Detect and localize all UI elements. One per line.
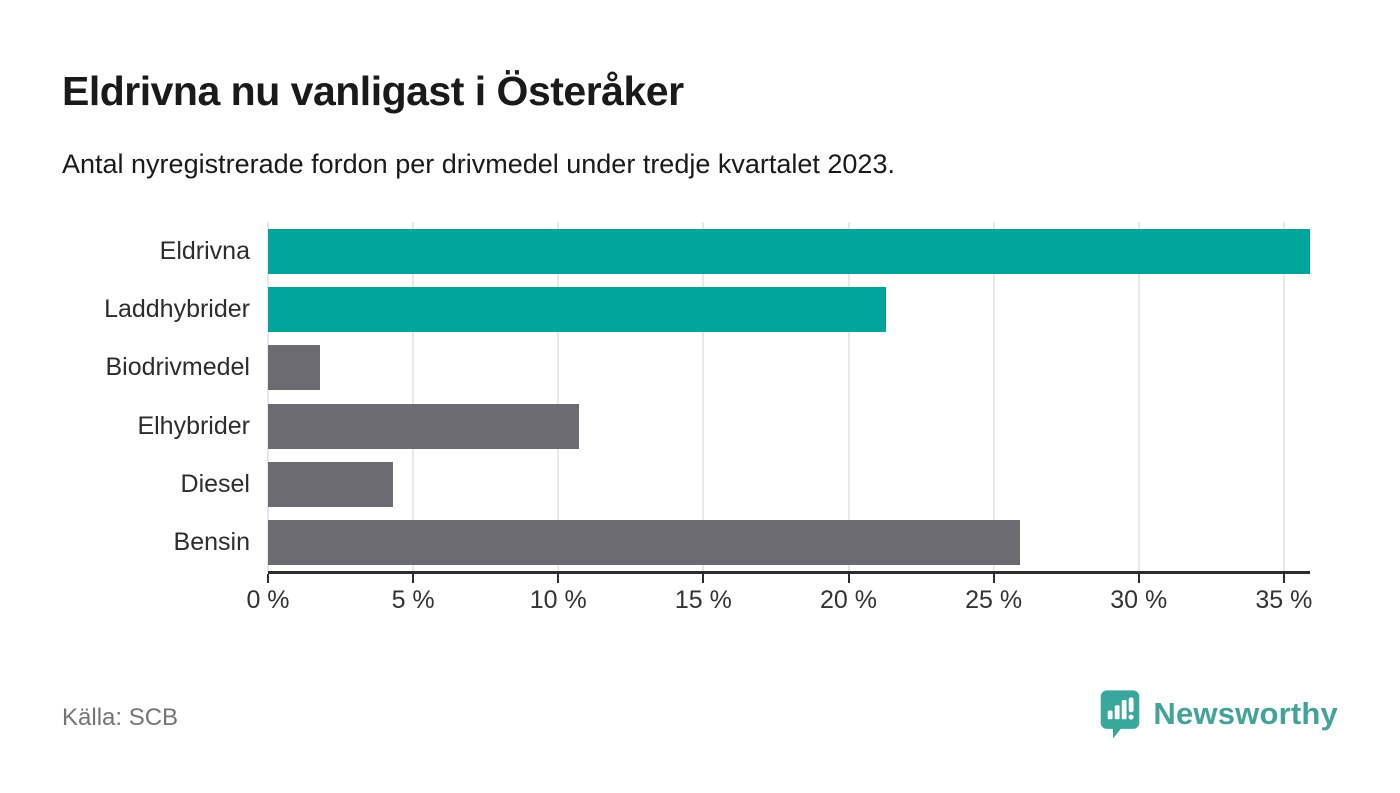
bar-eldrivna xyxy=(268,229,1310,274)
axis-tick-label: 35 % xyxy=(1255,586,1313,614)
gridline xyxy=(267,222,269,572)
axis-tick xyxy=(557,574,560,583)
axis-tick-label: 10 % xyxy=(529,586,587,614)
gridline xyxy=(1282,222,1285,572)
bar-row xyxy=(268,404,1310,449)
bar-row xyxy=(268,287,1310,332)
category-label: Diesel xyxy=(180,470,250,498)
axis-tick xyxy=(992,574,995,583)
category-label: Eldrivna xyxy=(159,237,250,265)
category-label: Elhybrider xyxy=(137,412,250,440)
axis-tick-label: 0 % xyxy=(246,586,290,614)
gridline xyxy=(557,222,560,572)
chart-title: Eldrivna nu vanligast i Österåker xyxy=(62,68,684,114)
category-label: Laddhybrider xyxy=(104,295,250,323)
axis-tick xyxy=(412,574,415,583)
axis-tick-label: 5 % xyxy=(391,586,435,614)
axis-tick-label: 25 % xyxy=(965,586,1023,614)
gridline xyxy=(992,222,995,572)
bar-elhybrider xyxy=(268,404,579,449)
bar-chart: Eldrivna Laddhybrider Biodrivmedel Elhybrid… xyxy=(0,222,1310,572)
gridline xyxy=(412,222,415,572)
axis-tick xyxy=(1282,574,1285,583)
bar-diesel xyxy=(268,462,393,507)
bar-bensin xyxy=(268,520,1020,565)
category-label: Biodrivmedel xyxy=(105,353,250,381)
bar-row xyxy=(268,345,1310,390)
bar-laddhybrider xyxy=(268,287,887,332)
axis-tick xyxy=(1137,574,1140,583)
bar-row xyxy=(268,520,1310,565)
source-note: Källa: SCB xyxy=(62,704,179,731)
newsworthy-badge-icon xyxy=(1101,690,1140,739)
x-axis-line xyxy=(268,571,1310,574)
axis-tick xyxy=(267,574,269,583)
gridline xyxy=(1137,222,1140,572)
category-label: Bensin xyxy=(173,528,250,556)
gridline xyxy=(702,222,705,572)
axis-tick-label: 20 % xyxy=(820,586,877,614)
brand-name: Newsworthy xyxy=(1153,696,1338,731)
axis-tick-label: 15 % xyxy=(674,586,732,614)
axis-tick xyxy=(847,574,850,583)
axis-tick xyxy=(702,574,705,583)
bar-biodrivmedel xyxy=(268,345,321,390)
chart-subtitle: Antal nyregistrerade fordon per drivmede… xyxy=(62,149,895,179)
bar-row xyxy=(268,229,1310,274)
gridline xyxy=(847,222,850,572)
bar-row xyxy=(268,462,1310,507)
plot-area xyxy=(267,222,1310,572)
brand-logo: Newsworthy xyxy=(1099,688,1338,740)
axis-tick-label: 30 % xyxy=(1110,586,1168,614)
